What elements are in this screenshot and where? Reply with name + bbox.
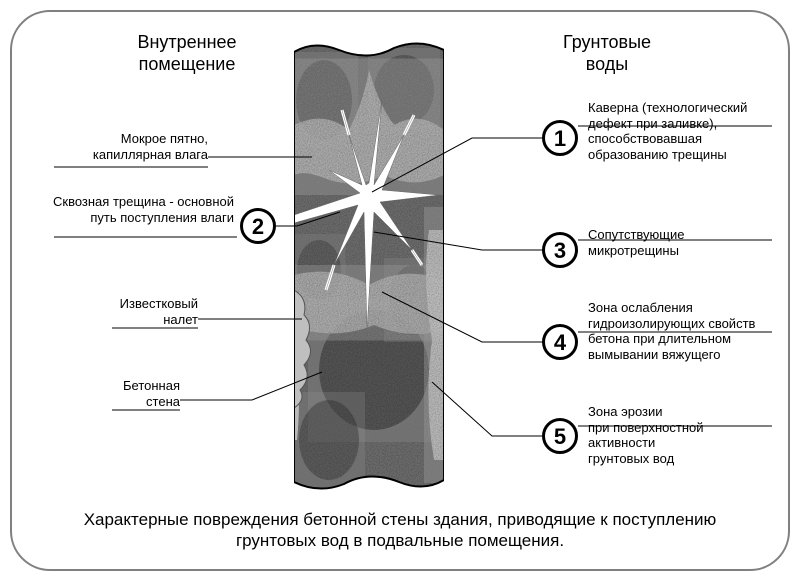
diagram-frame: Внутреннее помещение Грунтовые воды <box>10 10 790 571</box>
label-erosion: Зона эрозии при поверхностной активности… <box>588 404 772 466</box>
marker-4: 4 <box>542 324 578 360</box>
label-microcracks: Сопутствующие микротрещины <box>588 227 772 258</box>
marker-1: 1 <box>542 120 578 156</box>
label-wet-spot: Мокрое пятно, капиллярная влага <box>52 131 208 162</box>
label-concrete-wall: Бетонная стена <box>108 378 180 409</box>
label-lime: Известковый налет <box>108 296 198 327</box>
marker-5: 5 <box>542 418 578 454</box>
label-weak-zone: Зона ослабления гидроизолирующих свойств… <box>588 300 772 362</box>
concrete-wall-illustration <box>294 40 444 492</box>
marker-2: 2 <box>240 208 276 244</box>
marker-3: 3 <box>542 232 578 268</box>
diagram-caption: Характерные повреждения бетонной стены з… <box>62 509 738 552</box>
header-groundwater: Грунтовые воды <box>542 32 672 75</box>
label-through-crack: Сквозная трещина - основной путь поступл… <box>52 194 234 225</box>
label-cavern: Каверна (технологический дефект при зали… <box>588 100 772 162</box>
header-interior: Внутреннее помещение <box>112 32 262 75</box>
